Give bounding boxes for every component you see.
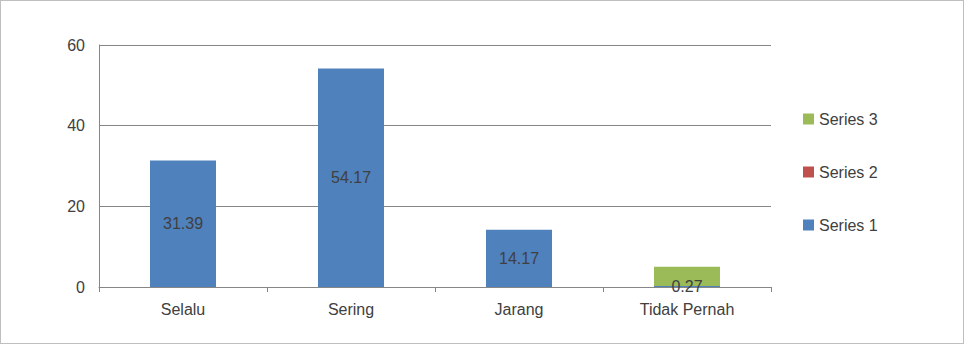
svg-text:14.17: 14.17 [499,250,539,267]
svg-text:0: 0 [76,279,85,296]
svg-text:40: 40 [67,117,85,134]
svg-text:Series 2: Series 2 [819,164,878,181]
svg-text:31.39: 31.39 [163,215,203,232]
svg-text:20: 20 [67,198,85,215]
svg-text:54.17: 54.17 [331,169,371,186]
svg-text:Selalu: Selalu [161,301,205,318]
svg-text:Jarang: Jarang [495,301,544,318]
svg-text:Tidak Pernah: Tidak Pernah [640,301,735,318]
svg-text:Series 3: Series 3 [819,111,878,128]
svg-text:Sering: Sering [328,301,374,318]
svg-text:60: 60 [67,37,85,54]
svg-text:Series 1: Series 1 [819,217,878,234]
svg-text:0.27: 0.27 [671,278,702,295]
